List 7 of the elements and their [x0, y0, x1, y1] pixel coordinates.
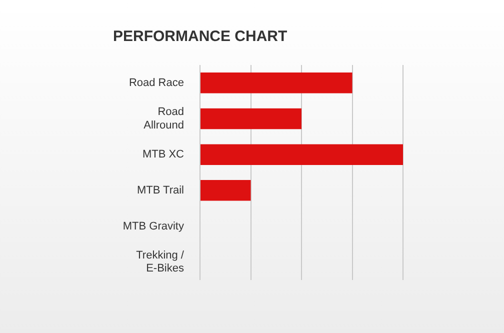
y-tick-label: MTB XC [142, 148, 184, 161]
y-tick-label: MTB Trail [136, 184, 184, 196]
y-tick-label: Road Allround [144, 106, 184, 132]
y-tick-label: MTB Gravity [122, 220, 184, 232]
chart-title: PERFORMANCE CHART [113, 28, 288, 45]
y-tick-label: Trekking / E-Bikes [136, 250, 185, 275]
y-tick-label: Road Race [128, 76, 184, 89]
